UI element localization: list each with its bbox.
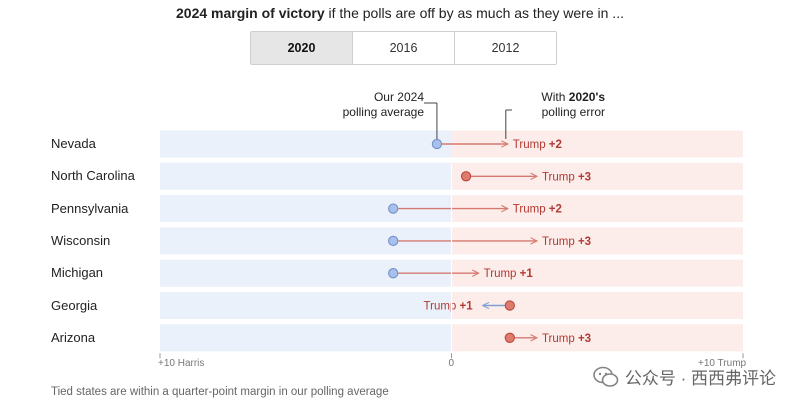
result-label: Trump +3 bbox=[542, 171, 591, 183]
poll-dot bbox=[431, 138, 443, 150]
state-label: Arizona bbox=[51, 329, 96, 345]
result-label: Trump +1 bbox=[484, 268, 534, 280]
chart-title: 2024 margin of victory if the polls are … bbox=[0, 5, 800, 21]
band-harris bbox=[160, 324, 452, 352]
result-label-value: +3 bbox=[578, 236, 591, 248]
result-label-party: Trump bbox=[542, 236, 578, 248]
band-trump bbox=[451, 259, 743, 287]
error-annotation-line2: polling error bbox=[541, 105, 605, 119]
result-label-party: Trump bbox=[513, 139, 549, 151]
result-label-value: +2 bbox=[549, 139, 562, 151]
band-harris bbox=[160, 292, 452, 319]
error-annotation-year: 2020's bbox=[568, 90, 605, 104]
result-label-value: +2 bbox=[549, 204, 562, 216]
poll-dot bbox=[388, 203, 399, 214]
result-label-party: Trump bbox=[424, 301, 460, 313]
watermark: 公众号 · 西西弗评论 bbox=[593, 364, 776, 389]
year-tabs: 2020 2016 2012 bbox=[250, 31, 557, 65]
polling-average-annotation: Our 2024 polling average bbox=[322, 90, 424, 120]
result-label-party: Trump bbox=[542, 333, 578, 345]
band-trump bbox=[451, 324, 743, 352]
result-label-value: +3 bbox=[578, 333, 591, 345]
state-label: Nevada bbox=[51, 136, 96, 151]
result-label-value: +3 bbox=[578, 171, 591, 183]
state-label: North Carolina bbox=[51, 168, 135, 184]
tab-2012[interactable]: 2012 bbox=[491, 41, 520, 55]
polling-annotation-line2: polling average bbox=[342, 105, 424, 119]
poll-dot bbox=[504, 332, 515, 343]
poll-dot bbox=[388, 235, 399, 247]
result-label-party: Trump bbox=[513, 204, 549, 216]
error-annotation-line1: With 2020's bbox=[500, 90, 605, 105]
tab-2016[interactable]: 2016 bbox=[353, 32, 455, 64]
band-harris bbox=[160, 130, 452, 158]
tab-2020[interactable]: 2020 bbox=[251, 32, 353, 64]
result-label-party: Trump bbox=[484, 268, 520, 280]
state-label: Michigan bbox=[51, 265, 104, 281]
result-label-party: Trump bbox=[542, 171, 578, 183]
state-label: Wisconsin bbox=[51, 232, 111, 248]
poll-dot bbox=[388, 268, 399, 279]
axis-tick-zero: 0 bbox=[448, 358, 455, 370]
result-label: Trump +2 bbox=[513, 139, 562, 151]
axis-tick-trump: +10 Trump bbox=[698, 358, 747, 370]
poll-dot bbox=[504, 300, 515, 311]
error-annotation-prefix: With bbox=[541, 90, 569, 104]
result-label-value: +1 bbox=[520, 268, 534, 280]
footnote: Tied states are within a quarter-point m… bbox=[51, 386, 389, 398]
chart-title-rest: if the polls are off by as much as they … bbox=[328, 5, 624, 21]
poll-dot bbox=[460, 171, 472, 182]
state-label: Georgia bbox=[51, 297, 98, 313]
result-label: Trump +1 bbox=[424, 301, 474, 313]
band-harris bbox=[160, 162, 452, 190]
result-label: Trump +3 bbox=[542, 333, 591, 345]
watermark-text: 公众号 · 西西弗评论 bbox=[624, 369, 776, 388]
axis-tick-harris: +10 Harris bbox=[158, 358, 205, 370]
polling-error-annotation: With 2020's polling error bbox=[500, 90, 605, 120]
chart-title-bold: 2024 margin of victory bbox=[176, 5, 325, 21]
wechat-icon bbox=[593, 366, 619, 387]
result-label-value: +1 bbox=[460, 301, 474, 313]
result-label: Trump +3 bbox=[542, 236, 591, 248]
state-label: Pennsylvania bbox=[51, 200, 129, 216]
polling-annotation-line1: Our 2024 bbox=[373, 90, 424, 104]
result-label: Trump +2 bbox=[513, 204, 562, 216]
